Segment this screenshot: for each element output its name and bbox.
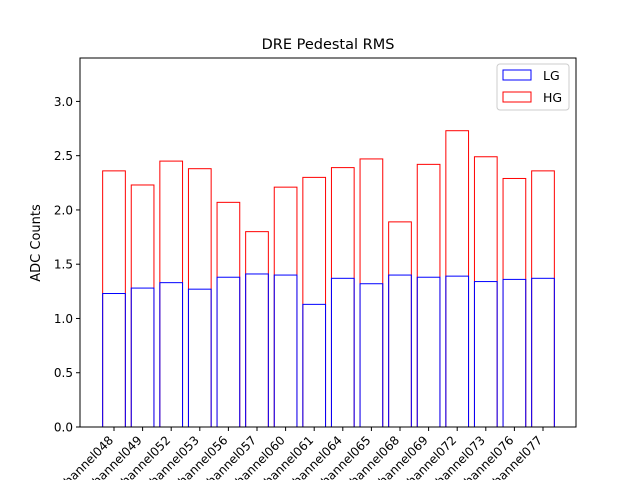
bar-hg-channel068 bbox=[388, 221, 412, 428]
legend-label-lg: LG bbox=[543, 68, 560, 83]
bar-hg-channel049 bbox=[130, 184, 155, 428]
legend-swatch-lg bbox=[502, 69, 532, 81]
bar-lg-channel065 bbox=[359, 283, 384, 428]
legend-label-hg: HG bbox=[543, 90, 562, 105]
bar-hg-channel065 bbox=[359, 158, 384, 428]
bar-lg-channel073 bbox=[473, 281, 498, 428]
y-tick-label: 2.0 bbox=[54, 203, 73, 217]
bar-hg-channel076 bbox=[502, 177, 527, 428]
legend: LG HG bbox=[496, 63, 570, 111]
x-axis: Channel048Channel049Channel052Channel053… bbox=[55, 427, 545, 480]
bar-lg-channel064 bbox=[330, 277, 355, 428]
y-axis: 0.0 0.5 1.0 1.5 2.0 2.5 3.0 bbox=[54, 95, 80, 435]
bar-hg-channel061 bbox=[302, 176, 327, 428]
bar-hg-channel056 bbox=[216, 201, 241, 428]
bars-group bbox=[102, 130, 555, 428]
bar-lg-channel069 bbox=[416, 276, 441, 428]
bar-lg-channel049 bbox=[130, 287, 155, 428]
legend-swatch-hg bbox=[502, 91, 532, 103]
plot-frame bbox=[79, 57, 577, 428]
legend-box bbox=[496, 63, 570, 111]
bar-hg-channel052 bbox=[159, 160, 184, 428]
bar-hg-channel048 bbox=[102, 170, 126, 428]
bar-lg-channel048 bbox=[102, 293, 126, 428]
bar-lg-channel052 bbox=[159, 282, 184, 428]
y-tick-label: 3.0 bbox=[54, 95, 73, 109]
y-tick-label: 0.5 bbox=[54, 366, 73, 380]
bar-hg-channel073 bbox=[473, 156, 498, 428]
bar-hg-channel072 bbox=[445, 130, 470, 428]
bar-hg-channel057 bbox=[245, 231, 269, 428]
y-tick-label: 0.0 bbox=[54, 421, 73, 435]
y-axis-label: ADC Counts bbox=[29, 204, 44, 282]
bar-lg-channel061 bbox=[302, 303, 327, 428]
bar-lg-channel068 bbox=[388, 274, 412, 428]
bar-lg-channel072 bbox=[445, 275, 470, 428]
y-tick-label: 1.0 bbox=[54, 312, 73, 326]
bar-lg-channel060 bbox=[273, 274, 298, 428]
y-tick-label: 1.5 bbox=[54, 258, 73, 272]
y-tick-label: 2.5 bbox=[54, 149, 73, 163]
bar-lg-channel076 bbox=[502, 278, 527, 428]
bar-hg-channel069 bbox=[416, 163, 441, 428]
bar-hg-channel060 bbox=[273, 186, 298, 428]
bar-lg-channel056 bbox=[216, 276, 241, 428]
bar-lg-channel077 bbox=[531, 277, 555, 428]
bar-hg-channel077 bbox=[531, 170, 555, 428]
chart-title: DRE Pedestal RMS bbox=[262, 37, 395, 53]
bar-hg-channel053 bbox=[187, 168, 212, 428]
bar-hg-channel064 bbox=[330, 167, 355, 428]
bar-lg-channel053 bbox=[187, 288, 212, 428]
bar-lg-channel057 bbox=[245, 273, 269, 428]
